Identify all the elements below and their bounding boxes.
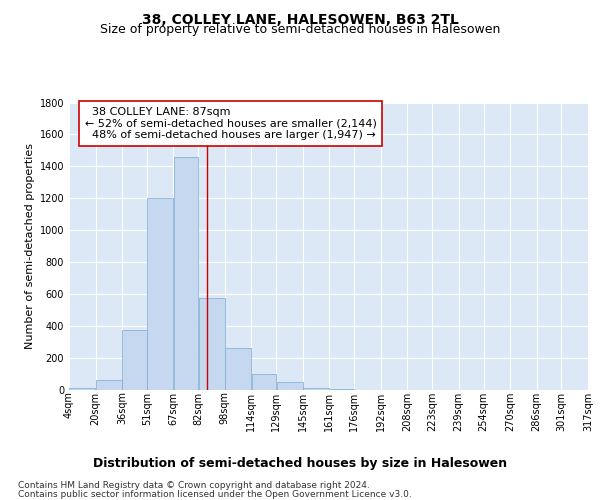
Text: 38, COLLEY LANE, HALESOWEN, B63 2TL: 38, COLLEY LANE, HALESOWEN, B63 2TL [142, 12, 458, 26]
Bar [147, 198, 173, 390]
Text: Contains HM Land Registry data © Crown copyright and database right 2024.: Contains HM Land Registry data © Crown c… [18, 481, 370, 490]
Bar [225, 348, 251, 390]
Bar [96, 380, 122, 390]
Bar [174, 157, 198, 390]
Bar [122, 330, 146, 390]
Bar [329, 389, 354, 390]
Bar [69, 388, 95, 390]
Bar [303, 388, 329, 390]
Bar [277, 382, 302, 390]
Y-axis label: Number of semi-detached properties: Number of semi-detached properties [25, 143, 35, 350]
Bar [251, 374, 276, 390]
Text: 38 COLLEY LANE: 87sqm
← 52% of semi-detached houses are smaller (2,144)
  48% of: 38 COLLEY LANE: 87sqm ← 52% of semi-deta… [85, 107, 376, 140]
Text: Distribution of semi-detached houses by size in Halesowen: Distribution of semi-detached houses by … [93, 458, 507, 470]
Bar [199, 298, 224, 390]
Text: Size of property relative to semi-detached houses in Halesowen: Size of property relative to semi-detach… [100, 22, 500, 36]
Text: Contains public sector information licensed under the Open Government Licence v3: Contains public sector information licen… [18, 490, 412, 499]
